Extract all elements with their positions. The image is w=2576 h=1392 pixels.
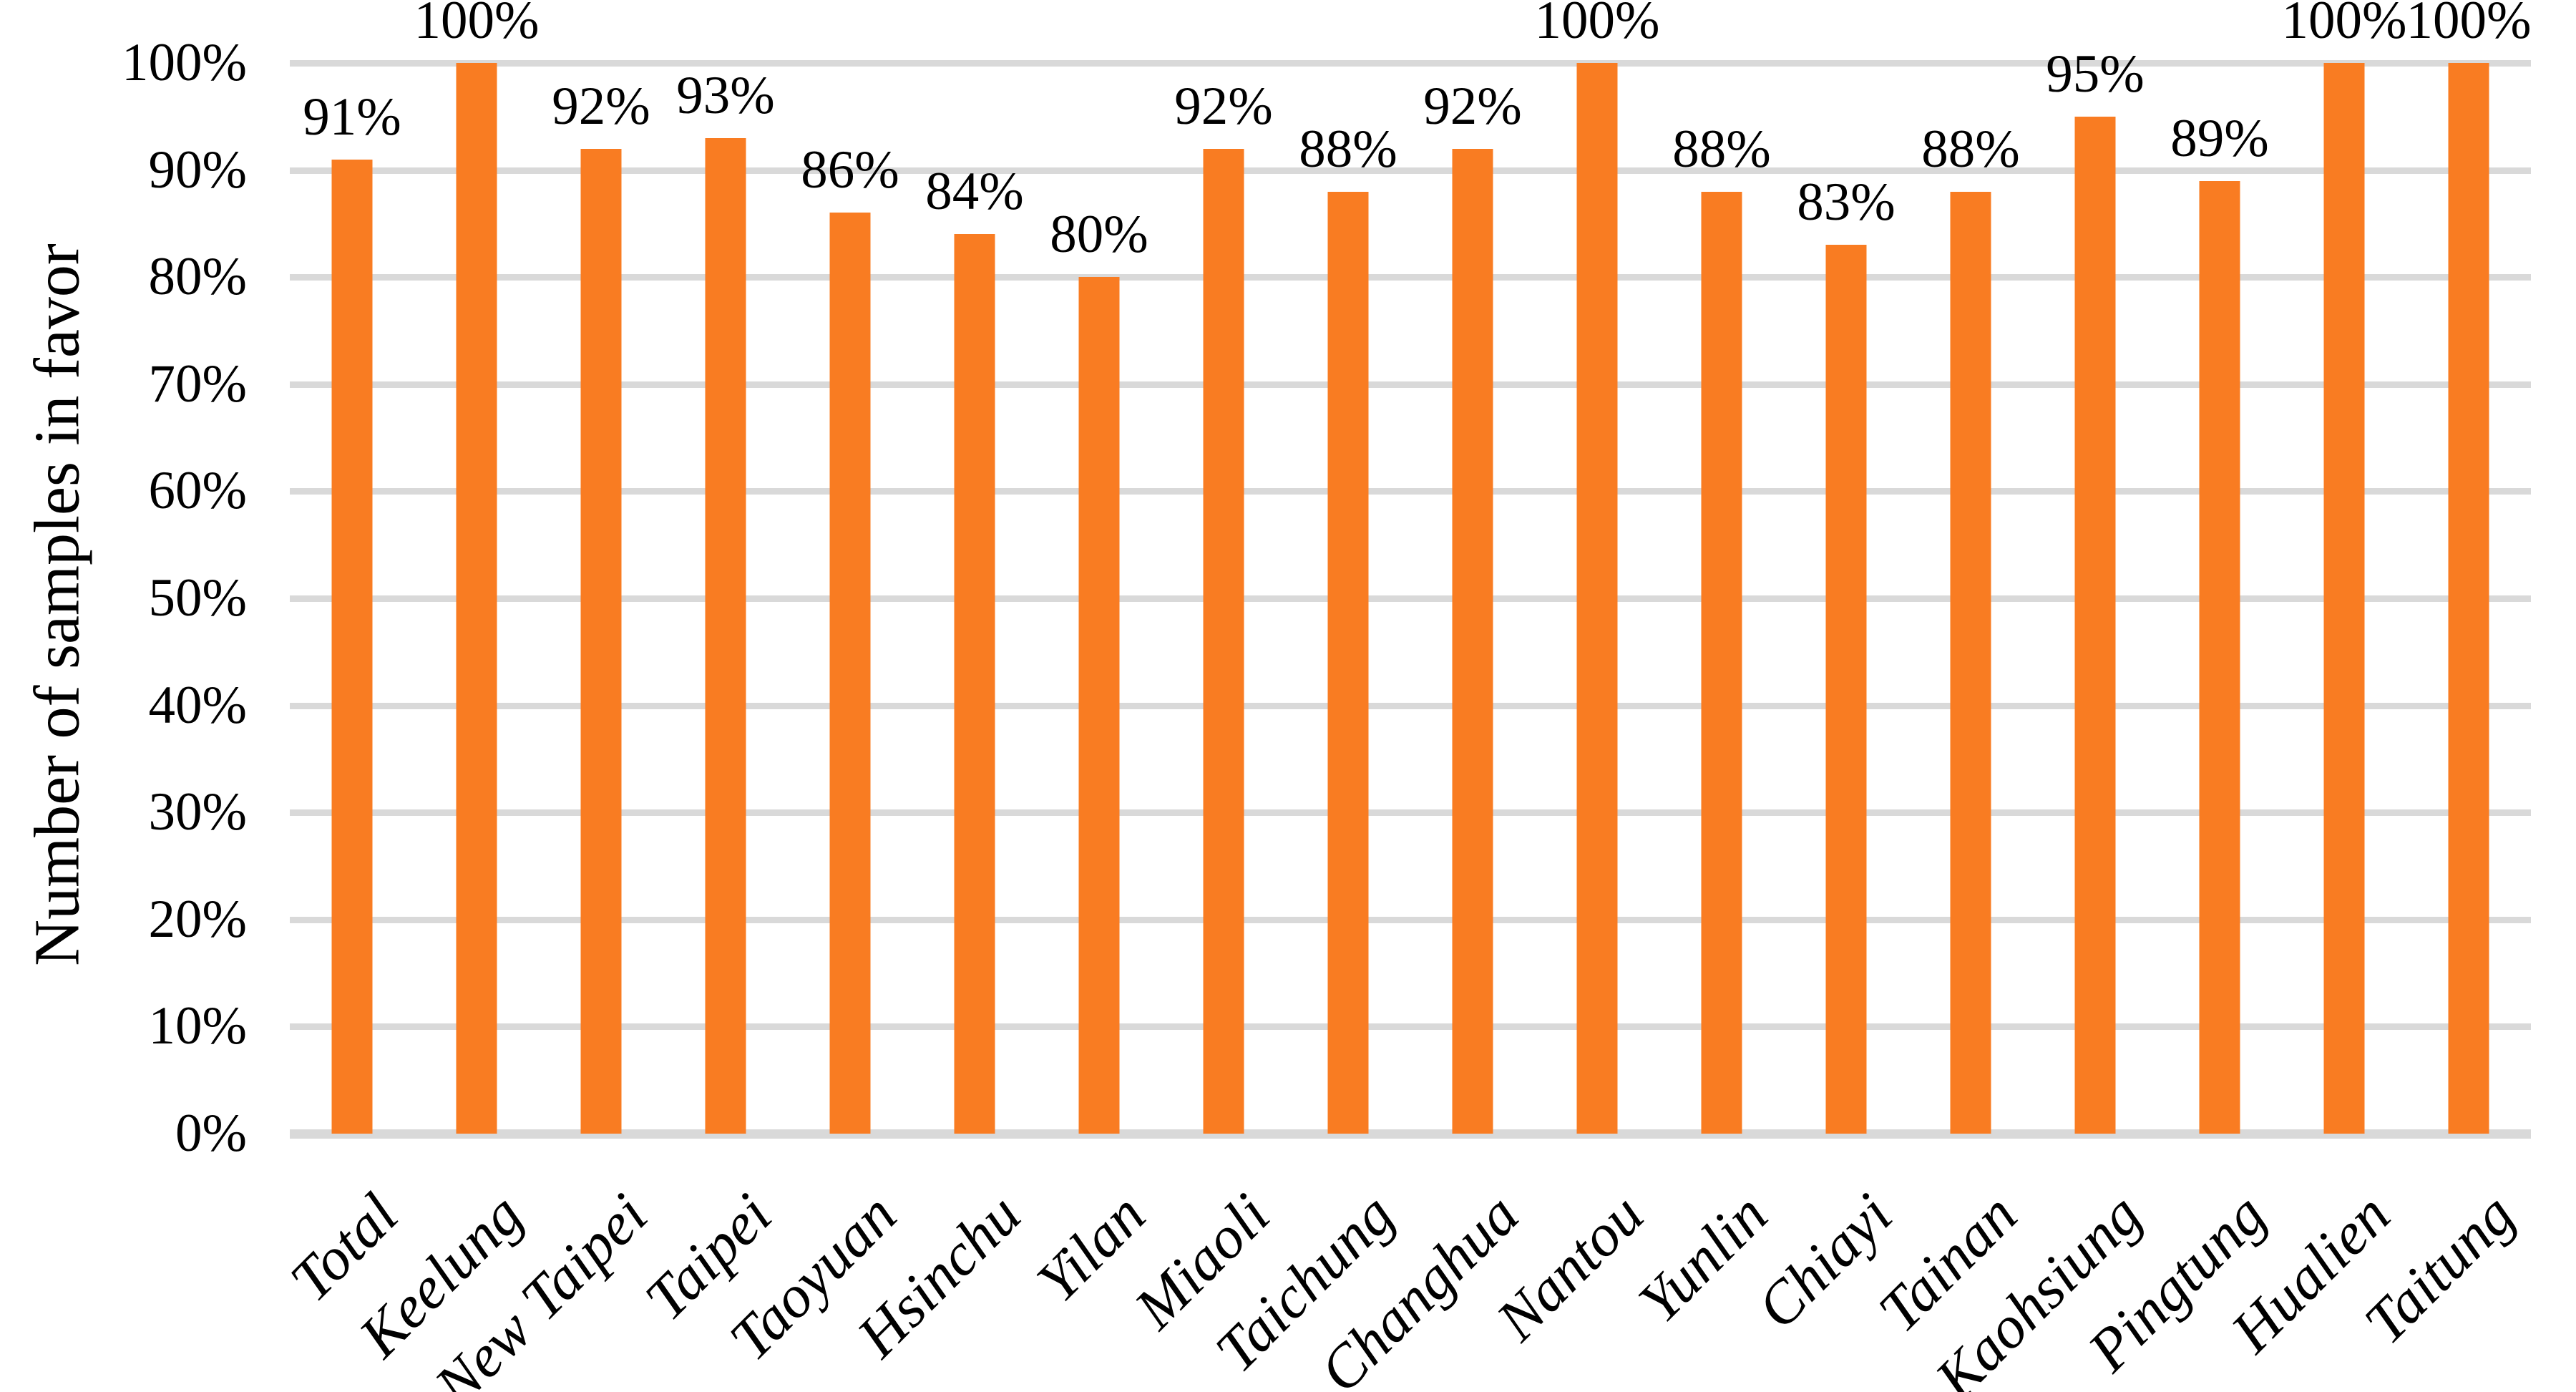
gridline-70% [290,381,2531,388]
y-tick-label-10%: 10% [148,996,247,1056]
gridline-20% [290,916,2531,923]
gridline-50% [290,595,2531,602]
data-label-new-taipei: 92% [552,76,650,136]
bars-layer: 91% 100% 92% 93% 86% 84% 80% 92% 88% 92% 100% 88% 83… [290,0,2531,1134]
y-tick-label-70%: 70% [148,354,247,414]
gridline-10% [290,1023,2531,1031]
bar-column-new-taipei: 92% [539,63,663,1134]
bar-column-tainan: 88% [1908,63,2033,1134]
bar-taipei [705,137,746,1134]
bar-column-kaohsiung: 95% [2033,46,2157,1134]
bar-nantou [1576,63,1618,1134]
bar-column-hualien: 100% [2282,0,2406,1134]
bar-taitung [2448,63,2489,1134]
data-label-keelung: 100% [414,0,540,50]
bar-column-yilan: 80% [1037,63,1161,1134]
bar-column-keelung: 100% [414,0,539,1134]
data-label-tainan: 88% [1921,119,2020,179]
data-label-hualien: 100% [2281,0,2407,50]
bar-column-chiayi: 83% [1784,63,1908,1134]
gridline-80% [290,274,2531,281]
y-axis-tick-labels: 0% 10% 20% 30% 40% 50% 60% 70% 80% 90% 100% [0,36,247,1161]
y-tick-label-100%: 100% [122,33,247,92]
data-label-taichung: 88% [1299,119,1397,179]
bar-column-taichung: 88% [1286,63,1410,1134]
data-label-taoyuan: 86% [801,140,899,200]
bar-taichung [1327,191,1369,1134]
gridlines [290,60,2531,1139]
bar-hsinchu [954,234,995,1134]
bar-column-changhua: 92% [1410,63,1535,1134]
y-tick-label-50%: 50% [148,568,247,628]
bar-column-total: 91% [290,63,414,1134]
bar-column-taitung: 100% [2406,0,2531,1134]
y-tick-label-60%: 60% [148,461,247,521]
data-label-miaoli: 92% [1174,76,1273,136]
y-tick-label-20%: 20% [148,889,247,949]
bar-column-yunlin: 88% [1659,63,1784,1134]
data-label-yunlin: 88% [1672,119,1771,179]
y-tick-label-40%: 40% [148,675,247,735]
y-tick-label-90%: 90% [148,140,247,200]
x-axis-labels: Total Keelung New Taipei Taipei Taoyuan Hsinc… [278,1134,2531,1392]
data-label-taipei: 93% [676,65,775,125]
data-label-yilan: 80% [1050,205,1148,265]
gridline-40% [290,702,2531,709]
bar-changhua [1452,148,1493,1134]
bar-yilan [1078,277,1120,1134]
bar-hualien [2323,63,2365,1134]
y-tick-label-0%: 0% [175,1104,247,1163]
y-tick-label-30%: 30% [148,782,247,842]
data-label-taitung: 100% [2406,0,2532,50]
bar-column-taipei: 93% [663,63,788,1134]
bar-yunlin [1701,191,1742,1134]
bar-pingtung [2199,180,2240,1134]
x-axis-label-yunlin: Yunlin [1626,1181,1781,1335]
data-label-total: 91% [303,87,401,147]
bar-miaoli [1203,148,1244,1134]
bar-taoyuan [829,213,871,1134]
data-label-pingtung: 89% [2170,108,2269,168]
gridline-100% [290,60,2531,67]
bar-total [331,159,373,1134]
gridline-90% [290,167,2531,174]
bar-kaohsiung [2074,116,2116,1134]
y-tick-label-80%: 80% [148,247,247,307]
bar-column-taoyuan: 86% [788,63,912,1134]
bar-column-miaoli: 92% [1161,63,1286,1134]
bar-chiayi [1825,245,1867,1134]
bar-tainan [1950,191,1991,1134]
data-label-nantou: 100% [1534,0,1660,50]
data-label-changhua: 92% [1423,76,1522,136]
bar-new-taipei [580,148,622,1134]
bar-column-hsinchu: 84% [912,63,1037,1134]
gridline-30% [290,809,2531,817]
bar-column-pingtung: 89% [2157,63,2282,1134]
x-axis-label-chiayi: Chiayi [1745,1181,1906,1342]
bar-keelung [456,63,497,1134]
gridline-60% [290,488,2531,495]
plot-area: 91% 100% 92% 93% 86% 84% 80% 92% 88% 92% 100% 88% 83… [290,0,2531,1139]
bar-column-nantou: 100% [1535,0,1659,1134]
data-label-chiayi: 83% [1797,172,1896,233]
data-label-kaohsiung: 95% [2046,44,2145,104]
data-label-hsinchu: 84% [925,162,1024,222]
